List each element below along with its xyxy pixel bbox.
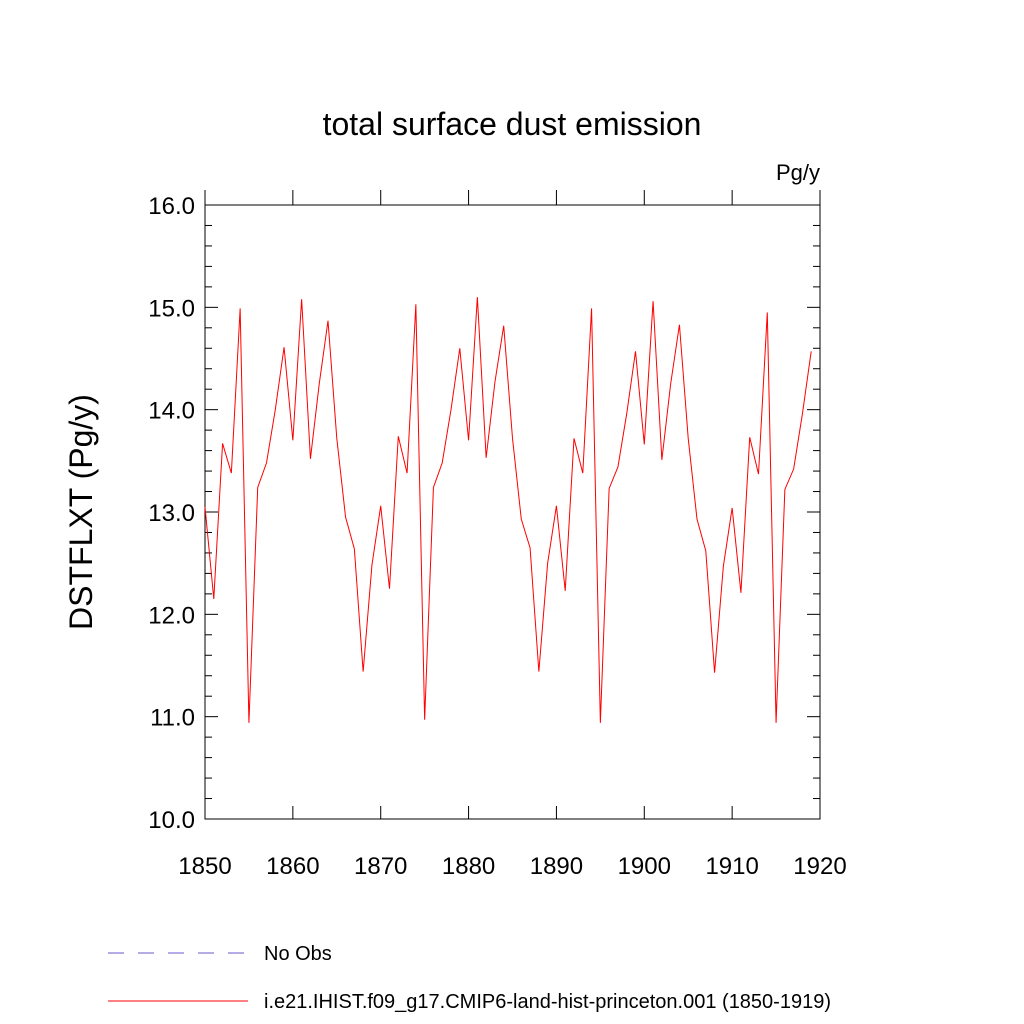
legend-item-no-obs: No Obs <box>108 943 332 965</box>
x-tick-label: 1920 <box>793 853 846 880</box>
y-tick-label: 10.0 <box>148 807 195 834</box>
legend-label-no-obs: No Obs <box>264 943 332 965</box>
x-tick-label: 1880 <box>442 853 495 880</box>
units-label: Pg/y <box>776 160 820 185</box>
y-tick-label: 13.0 <box>148 500 195 527</box>
x-axis-ticks: 1850 1860 1870 1880 1890 1900 1910 1920 <box>178 190 847 880</box>
x-tick-label: 1850 <box>178 853 231 880</box>
y-tick-label: 16.0 <box>148 193 195 220</box>
chart-title: total surface dust emission <box>323 106 702 142</box>
y-tick-label: 12.0 <box>148 602 195 629</box>
y-axis-label: DSTFLXT (Pg/y) <box>63 394 99 630</box>
x-tick-label: 1870 <box>354 853 407 880</box>
y-tick-label: 14.0 <box>148 398 195 425</box>
y-tick-label: 15.0 <box>148 295 195 322</box>
legend: No Obs i.e21.IHIST.f09_g17.CMIP6-land-hi… <box>108 943 831 1013</box>
legend-label-model-run: i.e21.IHIST.f09_g17.CMIP6-land-hist-prin… <box>264 991 831 1013</box>
plot-frame <box>204 204 821 820</box>
y-axis-ticks: 10.0 11.0 12.0 13.0 14.0 15.0 16.0 <box>148 193 820 834</box>
legend-item-model-run: i.e21.IHIST.f09_g17.CMIP6-land-hist-prin… <box>108 991 831 1013</box>
series-line-model-run <box>204 297 812 723</box>
x-tick-label: 1860 <box>266 853 319 880</box>
series-layer <box>204 297 812 723</box>
x-tick-label: 1900 <box>618 853 671 880</box>
x-tick-label: 1890 <box>530 853 583 880</box>
y-tick-label: 11.0 <box>150 705 195 732</box>
x-tick-label: 1910 <box>705 853 758 880</box>
